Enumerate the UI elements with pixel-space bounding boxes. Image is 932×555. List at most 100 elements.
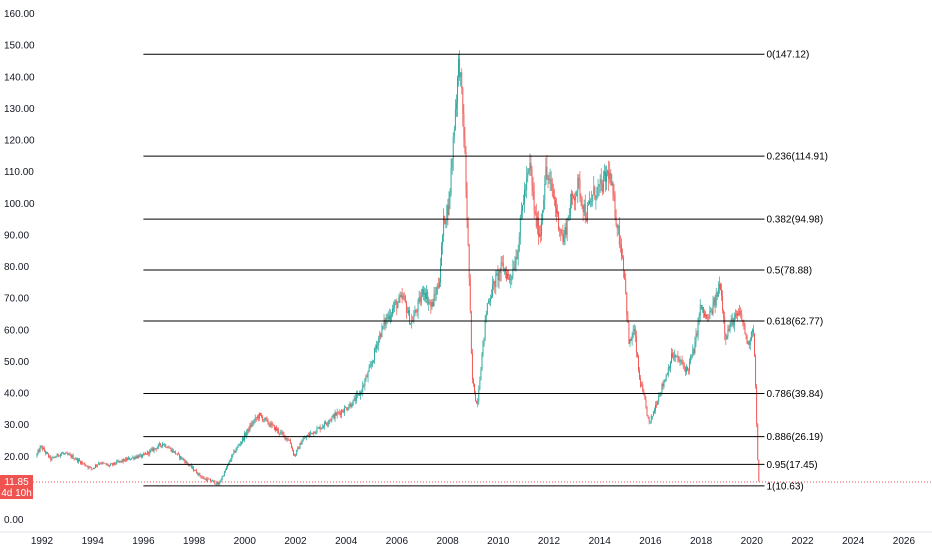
candle xyxy=(639,367,641,381)
candle xyxy=(599,174,601,194)
fib-level[interactable]: 0.382(94.98) xyxy=(143,215,823,226)
time-tick-label: 2004 xyxy=(335,536,358,547)
candle xyxy=(169,446,171,449)
candle xyxy=(493,278,495,291)
candle xyxy=(746,334,748,345)
candle xyxy=(518,232,520,253)
candle xyxy=(342,409,343,413)
time-tick-label: 2010 xyxy=(487,536,510,547)
fib-level[interactable]: 0.236(114.91) xyxy=(143,152,828,163)
time-tick-label: 1992 xyxy=(31,536,54,547)
candle xyxy=(507,270,508,280)
candle xyxy=(581,196,583,209)
candle xyxy=(651,415,653,420)
candle xyxy=(607,169,609,177)
fib-level[interactable]: 0.618(62.77) xyxy=(143,316,823,327)
candle xyxy=(594,185,596,201)
candle xyxy=(642,381,644,393)
candle xyxy=(69,452,71,456)
fib-level[interactable]: 1(10.63) xyxy=(143,481,804,492)
candle xyxy=(259,412,260,421)
candle xyxy=(520,202,522,221)
candle xyxy=(727,324,729,340)
candle xyxy=(171,447,173,454)
candle xyxy=(346,406,348,411)
candle xyxy=(548,172,550,185)
fib-level[interactable]: 0.95(17.45) xyxy=(143,460,818,471)
candle xyxy=(551,177,553,198)
candle xyxy=(640,374,642,388)
candle xyxy=(722,290,724,314)
candle xyxy=(526,166,528,199)
candle xyxy=(498,269,500,289)
candle xyxy=(232,453,234,458)
candle xyxy=(479,376,481,391)
candle xyxy=(562,224,564,245)
candle xyxy=(619,235,621,253)
candle xyxy=(270,420,272,429)
candle xyxy=(626,291,628,322)
candle xyxy=(348,403,350,411)
candle xyxy=(605,165,606,192)
candle xyxy=(758,459,760,482)
candle xyxy=(454,99,456,131)
candle xyxy=(130,458,132,461)
candle xyxy=(501,256,503,267)
candle xyxy=(497,265,499,288)
candle xyxy=(132,455,134,459)
candle xyxy=(297,446,299,452)
price-axis[interactable]: 0.0010.0020.0030.0040.0050.0060.0070.008… xyxy=(4,9,35,526)
time-tick-label: 2000 xyxy=(234,536,257,547)
candle xyxy=(72,453,74,459)
candle xyxy=(224,468,226,473)
fibonacci-retracement[interactable]: 0(147.12) 0.236(114.91) 0.382(94.98) 0.5(78… xyxy=(143,50,828,493)
candle xyxy=(415,308,417,314)
candle xyxy=(524,182,526,214)
candle xyxy=(556,197,557,222)
candle xyxy=(172,448,174,453)
candle xyxy=(440,257,441,287)
candle xyxy=(257,413,259,422)
candle xyxy=(695,328,697,348)
candle xyxy=(590,198,592,208)
candle xyxy=(287,437,289,441)
candle xyxy=(174,450,176,455)
candle xyxy=(662,380,664,390)
candle xyxy=(701,304,703,314)
candle xyxy=(391,311,392,322)
bar-countdown: 4d 10h xyxy=(1,488,32,499)
candle xyxy=(64,452,66,455)
candle xyxy=(230,458,232,463)
candle xyxy=(333,413,335,420)
fib-level[interactable]: 0.786(39.84) xyxy=(143,389,823,400)
fib-level[interactable]: 0.5(78.88) xyxy=(143,266,812,277)
candle xyxy=(54,455,56,458)
candle xyxy=(128,456,129,461)
candle xyxy=(251,420,253,428)
candle xyxy=(43,446,45,453)
candle xyxy=(152,446,154,452)
candle xyxy=(474,383,475,395)
candle xyxy=(429,299,431,306)
candle xyxy=(290,442,292,449)
candle xyxy=(558,211,560,232)
fib-level[interactable]: 0(147.12) xyxy=(143,50,809,61)
candle xyxy=(250,421,252,429)
candle xyxy=(749,337,751,351)
candle xyxy=(533,182,535,219)
candle xyxy=(303,435,305,440)
candle xyxy=(462,86,464,127)
candle xyxy=(401,288,403,304)
fib-level[interactable]: 0.886(26.19) xyxy=(143,432,823,443)
candle xyxy=(513,260,515,271)
candle xyxy=(243,436,244,442)
candle xyxy=(428,296,430,312)
candle xyxy=(47,451,49,455)
time-axis[interactable]: 1992 1994 1996 1998 2000 2002 2004 2006 2008 2010… xyxy=(0,531,932,547)
candle xyxy=(610,169,612,186)
candle xyxy=(569,193,571,220)
candle xyxy=(227,464,228,469)
time-tick-label: 2026 xyxy=(893,536,916,547)
